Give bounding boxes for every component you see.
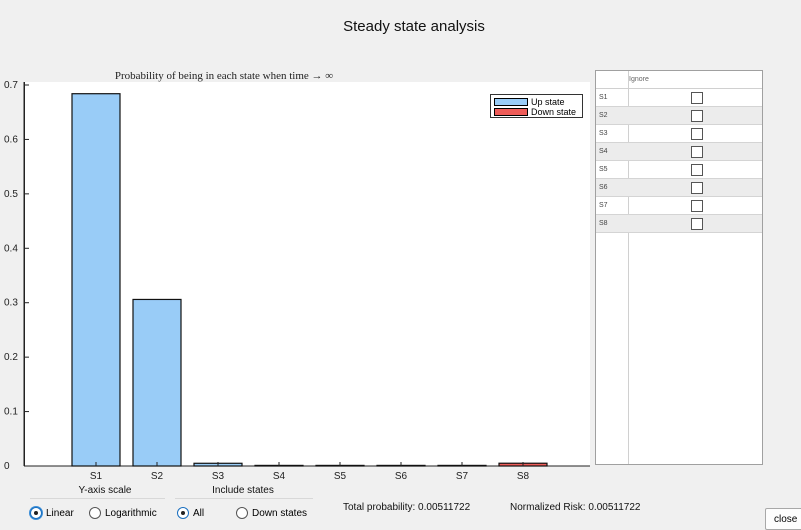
row-label: S6	[599, 184, 608, 191]
radio-all-indicator[interactable]	[177, 507, 189, 519]
radio-all[interactable]: All	[177, 507, 204, 519]
legend-label-down: Down state	[531, 107, 577, 117]
y-tick-label: 0	[4, 461, 10, 472]
radio-down-states-indicator[interactable]	[236, 507, 248, 519]
ignore-table: Ignore S1 S2 S3 S4 S5 S6 S7 S8	[595, 70, 763, 465]
table-row: S1	[596, 89, 762, 107]
row-label: S3	[599, 130, 608, 137]
table-row: S5	[596, 161, 762, 179]
yaxis-scale-label: Y-axis scale	[78, 485, 132, 496]
legend-item-up: Up state	[494, 97, 565, 107]
y-tick-label: 0.4	[4, 243, 18, 254]
table-row: S3	[596, 125, 762, 143]
row-label: S2	[599, 112, 608, 119]
radio-down-states[interactable]: Down states	[236, 507, 307, 519]
ignore-checkbox[interactable]	[691, 146, 703, 158]
radio-linear-label: Linear	[46, 507, 74, 519]
y-tick-label: 0.3	[4, 298, 18, 309]
include-states-label: Include states	[212, 485, 274, 496]
table-row: S2	[596, 107, 762, 125]
ignore-checkbox[interactable]	[691, 128, 703, 140]
total-probability-text: Total probability: 0.00511722	[343, 502, 471, 513]
radio-logarithmic-label: Logarithmic	[105, 507, 157, 519]
radio-linear-indicator[interactable]	[30, 507, 42, 519]
y-tick-label: 0.5	[4, 189, 18, 200]
ignore-checkbox[interactable]	[691, 164, 703, 176]
legend-item-down: Down state	[494, 107, 576, 117]
ignore-checkbox[interactable]	[691, 200, 703, 212]
table-header: Ignore	[596, 71, 762, 89]
window-title: Steady state analysis	[343, 18, 485, 35]
ignore-checkbox[interactable]	[691, 218, 703, 230]
y-tick-label: 0.6	[4, 134, 18, 145]
x-tick-label: S6	[395, 471, 408, 482]
legend-swatch-down	[494, 108, 528, 116]
row-label: S7	[599, 202, 608, 209]
bar-s2	[132, 298, 182, 467]
close-button[interactable]: close	[765, 508, 801, 530]
x-tick-label: S5	[334, 471, 347, 482]
normalized-risk-text: Normalized Risk: 0.00511722	[510, 502, 641, 513]
ignore-checkbox[interactable]	[691, 110, 703, 122]
x-tick-label: S3	[212, 471, 225, 482]
row-label: S5	[599, 166, 608, 173]
x-tick-label: S4	[273, 471, 286, 482]
radio-down-states-label: Down states	[252, 507, 308, 519]
table-row: S4	[596, 143, 762, 161]
x-tick-label: S7	[456, 471, 469, 482]
ignore-column-header: Ignore	[629, 76, 649, 83]
chart-legend: Up state Down state	[490, 94, 583, 118]
ignore-checkbox[interactable]	[691, 182, 703, 194]
y-tick-label: 0.7	[4, 80, 18, 91]
radio-linear[interactable]: Linear	[30, 507, 74, 519]
yaxis-scale-divider	[30, 498, 165, 499]
chart-title: Probability of being in each state when …	[114, 70, 334, 82]
radio-all-label: All	[193, 507, 205, 519]
row-label: S8	[599, 220, 608, 227]
x-tick-label: S2	[151, 471, 164, 482]
y-tick-label: 0.1	[4, 407, 18, 418]
bar-s1	[71, 93, 121, 467]
table-row: S6	[596, 179, 762, 197]
table-row: S8	[596, 215, 762, 233]
table-row: S7	[596, 197, 762, 215]
row-label: S1	[599, 94, 608, 101]
y-tick-label: 0.2	[4, 352, 18, 363]
include-states-divider	[175, 498, 313, 499]
radio-logarithmic[interactable]: Logarithmic	[89, 507, 157, 519]
legend-swatch-up	[494, 98, 528, 106]
ignore-checkbox[interactable]	[691, 92, 703, 104]
row-header-column	[596, 71, 629, 464]
x-tick-label: S8	[517, 471, 530, 482]
legend-label-up: Up state	[531, 97, 565, 107]
row-label: S4	[599, 148, 608, 155]
radio-logarithmic-indicator[interactable]	[89, 507, 101, 519]
x-tick-label: S1	[90, 471, 103, 482]
